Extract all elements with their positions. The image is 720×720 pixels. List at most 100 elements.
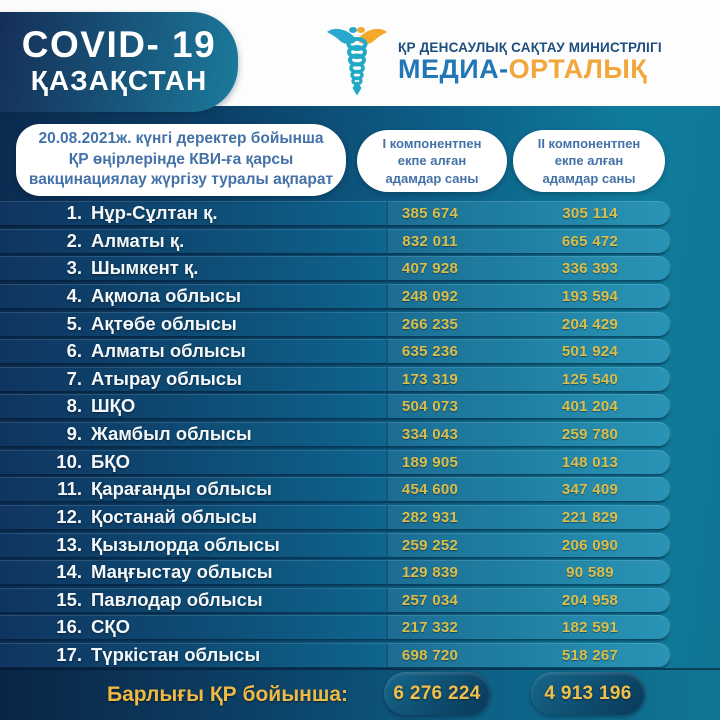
dose2-value: 347 409 [561, 481, 619, 499]
dose2-value: 501 924 [561, 343, 619, 361]
totals-label: Барлығы ҚР бойынша: [106, 683, 348, 706]
table-row: 16. СҚО 217 332 182 591 [0, 615, 672, 640]
region-name: Павлодар облысы [91, 588, 263, 610]
dose1-value: 257 034 [401, 591, 459, 609]
region-label: 17. Түркістан облысы [0, 643, 260, 667]
region-label: 1. Нұр-Сұлтан қ. [0, 201, 218, 225]
ministry-name: ҚР ДЕНСАУЛЫҚ САҚТАУ МИНИСТРЛІГІ [398, 40, 662, 56]
region-name: Алматы облысы [91, 340, 246, 362]
covid-badge: COVID- 19 ҚАЗАҚСТАН [0, 12, 238, 112]
dose2-value: 518 267 [561, 647, 619, 664]
table-row: 10. БҚО 189 905 148 013 [0, 449, 672, 474]
dose1-value: 407 928 [401, 260, 459, 278]
table-row: 15. Павлодар облысы 257 034 204 958 [0, 587, 672, 612]
dose2-value: 204 429 [561, 315, 619, 333]
region-label: 13. Қызылорда облысы [0, 533, 280, 557]
col1-line1: І компонентпен [382, 135, 482, 151]
col1-line3: адамдар саны [385, 170, 479, 186]
table-row: 5. Ақтөбе облысы 266 235 204 429 [0, 311, 672, 336]
col2-line2: екпе алған [554, 153, 624, 169]
region-name: Ақтөбе облысы [91, 312, 237, 334]
dose2-value: 221 829 [561, 508, 619, 526]
dose2-value: 204 958 [561, 591, 619, 609]
region-name: Шымкент қ. [91, 257, 199, 279]
media-center-name: МЕДИА-ОРТАЛЫҚ [398, 54, 662, 85]
region-label: 3. Шымкент қ. [0, 256, 199, 280]
region-rank: 15. [56, 588, 82, 610]
region-name: БҚО [91, 450, 130, 472]
region-name: Қызылорда облысы [91, 533, 280, 555]
col2-line3: адамдар саны [542, 170, 636, 186]
region-name: СҚО [91, 616, 131, 638]
dose2-value: 206 090 [561, 536, 619, 554]
caduceus-icon [326, 24, 388, 101]
column-header-dose2: ІІ компонентпен екпе алған адамдар саны [513, 130, 665, 192]
region-label: 9. Жамбыл облысы [0, 422, 252, 446]
dose1-value: 189 905 [401, 453, 459, 471]
dose1-value: 282 931 [401, 508, 459, 526]
dose2-value: 148 013 [561, 453, 619, 471]
region-rank: 9. [66, 423, 82, 444]
region-label: 4. Ақмола облысы [0, 284, 241, 308]
table-row: 8. ШҚО 504 073 401 204 [0, 394, 672, 419]
region-rank: 14. [56, 561, 82, 583]
region-label: 6. Алматы облысы [0, 339, 246, 363]
table-row: 9. Жамбыл облысы 334 043 259 780 [0, 422, 672, 446]
column-header-dose1: І компонентпен екпе алған адамдар саны [357, 130, 507, 192]
dose1-value: 248 092 [401, 287, 459, 305]
info-line-2: ҚР өңірлерінде КВИ-ға қарсы [68, 150, 294, 168]
ortalyk-word: ОРТАЛЫҚ [508, 54, 648, 85]
region-table: 1. Нұр-Сұлтан қ. 385 674 305 114 2. Алма… [0, 201, 672, 667]
ministry-logo: ҚР ДЕНСАУЛЫҚ САҚТАУ МИНИСТРЛІГІ МЕДИА-ОР… [326, 24, 662, 101]
dose1-value: 217 332 [401, 619, 459, 637]
region-rank: 11. [57, 478, 82, 500]
covid-country: ҚАЗАҚСТАН [30, 65, 208, 97]
region-rank: 4. [66, 284, 82, 306]
dose2-value: 259 780 [561, 426, 619, 443]
total-dose1: 6 276 224 [384, 672, 490, 715]
dose1-value: 259 252 [401, 536, 459, 554]
dose2-value: 193 594 [561, 287, 619, 305]
table-row: 4. Ақмола облысы 248 092 193 594 [0, 283, 672, 308]
table-row: 1. Нұр-Сұлтан қ. 385 674 305 114 [0, 201, 672, 225]
region-label: 12. Қостанай облысы [0, 505, 257, 529]
region-rank: 13. [56, 533, 82, 555]
region-rank: 2. [66, 229, 82, 251]
region-label: 10. БҚО [0, 450, 130, 474]
region-name: Жамбыл облысы [91, 423, 252, 444]
dose1-value: 454 600 [401, 481, 459, 499]
table-row: 7. Атырау облысы 173 319 125 540 [0, 366, 672, 391]
region-name: Түркістан облысы [91, 644, 261, 665]
table-row: 14. Маңғыстау облысы 129 839 90 589 [0, 560, 672, 585]
info-banner: 20.08.2021ж. күнгі деректер бойынша ҚР ө… [16, 124, 346, 196]
dose2-value: 401 204 [561, 398, 619, 416]
dose1-value: 385 674 [401, 205, 459, 222]
region-label: 8. ШҚО [0, 394, 136, 418]
region-rank: 17. [56, 644, 82, 665]
region-rank: 12. [56, 505, 82, 527]
info-line-1: 20.08.2021ж. күнгі деректер бойынша [38, 130, 324, 148]
region-label: 15. Павлодар облысы [0, 588, 263, 612]
region-rank: 10. [56, 450, 82, 472]
info-line-3: вакцинациялау жүргізу туралы ақпарат [28, 171, 334, 189]
region-label: 14. Маңғыстау облысы [0, 560, 273, 584]
dose1-value: 698 720 [401, 647, 459, 664]
dose1-value: 504 073 [401, 398, 459, 416]
dose1-value: 173 319 [401, 370, 459, 388]
dose1-value: 266 235 [401, 315, 459, 333]
dose1-value: 635 236 [401, 343, 459, 361]
dose2-value: 182 591 [561, 619, 619, 637]
region-name: Маңғыстау облысы [91, 561, 273, 583]
region-rank: 1. [66, 202, 82, 223]
table-row: 17. Түркістан облысы 698 720 518 267 [0, 643, 672, 667]
dose2-value: 90 589 [566, 564, 614, 582]
covid-title: COVID- 19 [21, 24, 217, 66]
dose2-value: 336 393 [561, 260, 619, 278]
col1-line2: екпе алған [397, 153, 467, 169]
dose2-value: 665 472 [561, 232, 619, 250]
region-rank: 16. [56, 616, 82, 638]
logo-text: ҚР ДЕНСАУЛЫҚ САҚТАУ МИНИСТРЛІГІ МЕДИА-ОР… [398, 40, 662, 85]
region-rank: 3. [66, 257, 82, 279]
region-rank: 8. [66, 395, 82, 417]
region-name: Қарағанды облысы [91, 478, 272, 500]
